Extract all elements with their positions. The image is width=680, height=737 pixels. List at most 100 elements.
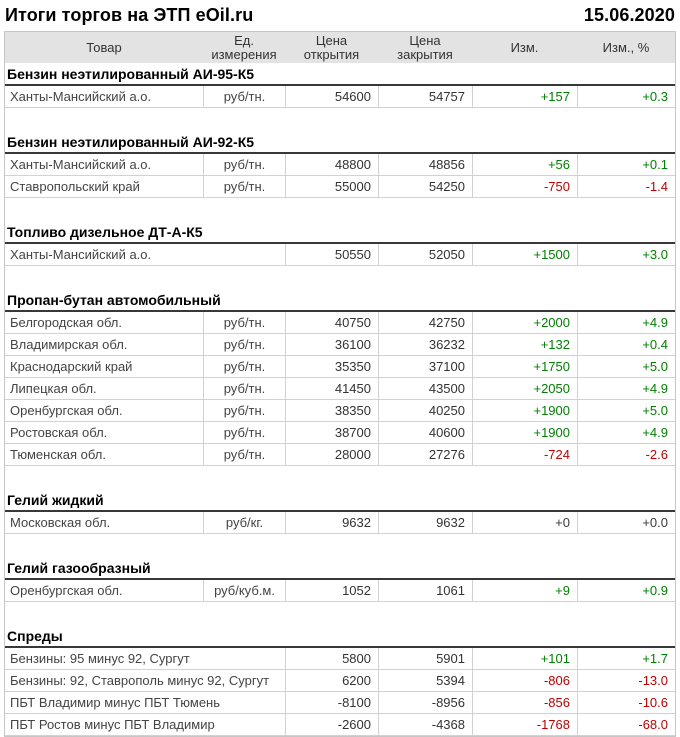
- close-price-cell: 1061: [378, 580, 472, 601]
- unit-cell: руб/тн.: [203, 312, 285, 333]
- change-pct-cell: +3.0: [577, 244, 675, 265]
- unit-cell: руб/тн.: [203, 378, 285, 399]
- section-gap: [5, 108, 675, 131]
- close-price-cell: 54250: [378, 176, 472, 197]
- product-cell: Бензины: 92, Ставрополь минус 92, Сургут: [10, 673, 270, 688]
- page-title: Итоги торгов на ЭТП eOil.ru: [5, 5, 254, 25]
- change-pct-cell: +5.0: [577, 356, 675, 377]
- col-header-change-pct: Изм., %: [602, 39, 650, 55]
- open-price-cell: 36100: [285, 334, 378, 355]
- unit-cell: руб/тн.: [203, 444, 285, 465]
- open-price-cell: 50550: [285, 244, 378, 265]
- change-cell: +157: [472, 86, 577, 107]
- section-title: Бензин неэтилированный АИ-92-К5: [5, 131, 675, 154]
- table-row: Бензины: 92, Ставрополь минус 92, Сургут…: [5, 670, 675, 692]
- close-price-cell: 36232: [378, 334, 472, 355]
- section-gap: [5, 266, 675, 289]
- open-price-cell: 55000: [285, 176, 378, 197]
- table-row: Бензины: 95 минус 92, Сургут 5800 5901 +…: [5, 648, 675, 670]
- product-cell: Ханты-Мансийский а.о.: [10, 247, 152, 262]
- change-cell: -806: [472, 670, 577, 691]
- table-row: ПБТ Владимир минус ПБТ Тюмень -8100 -895…: [5, 692, 675, 714]
- close-price-cell: 54757: [378, 86, 472, 107]
- change-pct-cell: +0.0: [577, 512, 675, 533]
- change-cell: +1900: [472, 400, 577, 421]
- change-pct-cell: -10.6: [577, 692, 675, 713]
- col-header-close-price: Цена закрытия: [397, 32, 453, 62]
- table-row: Ханты-Мансийский а.о. руб/тн. 48800 4885…: [5, 154, 675, 176]
- table-row: Липецкая обл. руб/тн. 41450 43500 +2050 …: [5, 378, 675, 400]
- section-title: Гелий газообразный: [5, 557, 675, 580]
- close-price-cell: 9632: [378, 512, 472, 533]
- product-cell: Тюменская обл.: [10, 447, 106, 462]
- product-cell: Ставропольский край: [10, 179, 140, 194]
- product-cell: Ханты-Мансийский а.о.: [10, 89, 152, 104]
- unit-cell: руб/тн.: [203, 86, 285, 107]
- change-pct-cell: +4.9: [577, 422, 675, 443]
- open-price-cell: 38350: [285, 400, 378, 421]
- open-price-cell: 40750: [285, 312, 378, 333]
- col-header-change: Изм.: [510, 39, 539, 55]
- change-cell: +1750: [472, 356, 577, 377]
- open-price-cell: 28000: [285, 444, 378, 465]
- table-row: Оренбургская обл. руб/куб.м. 1052 1061 +…: [5, 580, 675, 602]
- close-price-cell: 42750: [378, 312, 472, 333]
- col-header-unit: Ед. измерения: [211, 32, 277, 62]
- section-gap: [5, 198, 675, 221]
- table-row: Ханты-Мансийский а.о. руб/тн. 54600 5475…: [5, 86, 675, 108]
- change-pct-cell: +0.1: [577, 154, 675, 175]
- section-title: Пропан-бутан автомобильный: [5, 289, 675, 312]
- open-price-cell: 38700: [285, 422, 378, 443]
- change-pct-cell: +0.3: [577, 86, 675, 107]
- close-price-cell: 40600: [378, 422, 472, 443]
- unit-cell: руб/кг.: [203, 512, 285, 533]
- section-gap: [5, 602, 675, 625]
- change-cell: +132: [472, 334, 577, 355]
- open-price-cell: 9632: [285, 512, 378, 533]
- change-cell: -856: [472, 692, 577, 713]
- product-cell: Белгородская обл.: [10, 315, 123, 330]
- open-price-cell: 6200: [285, 670, 378, 691]
- section-gap: [5, 466, 675, 489]
- change-cell: +56: [472, 154, 577, 175]
- table-row: ПБТ Ростов минус ПБТ Владимир -2600 -436…: [5, 714, 675, 736]
- close-price-cell: 43500: [378, 378, 472, 399]
- report-date: 15.06.2020: [583, 5, 675, 25]
- close-price-cell: 48856: [378, 154, 472, 175]
- change-pct-cell: -13.0: [577, 670, 675, 691]
- change-cell: -1768: [472, 714, 577, 735]
- close-price-cell: 40250: [378, 400, 472, 421]
- product-cell: Бензины: 95 минус 92, Сургут: [10, 651, 190, 666]
- unit-cell: руб/тн.: [203, 400, 285, 421]
- change-cell: -724: [472, 444, 577, 465]
- unit-cell: руб/тн.: [203, 356, 285, 377]
- open-price-cell: 5800: [285, 648, 378, 669]
- open-price-cell: 35350: [285, 356, 378, 377]
- open-price-cell: 48800: [285, 154, 378, 175]
- section-gap: [5, 534, 675, 557]
- product-cell: ПБТ Ростов минус ПБТ Владимир: [10, 717, 215, 732]
- change-pct-cell: +4.9: [577, 378, 675, 399]
- product-cell: Липецкая обл.: [10, 381, 97, 396]
- change-pct-cell: +1.7: [577, 648, 675, 669]
- section-title: Бензин неэтилированный АИ-95-К5: [5, 63, 675, 86]
- product-cell: Владимирская обл.: [10, 337, 128, 352]
- table-header-row: Товар Ед. измерения Цена открытия Цена з…: [5, 32, 675, 63]
- unit-cell: руб/тн.: [203, 422, 285, 443]
- change-cell: +2000: [472, 312, 577, 333]
- change-pct-cell: +0.9: [577, 580, 675, 601]
- unit-cell: руб/тн.: [203, 334, 285, 355]
- open-price-cell: 54600: [285, 86, 378, 107]
- table-row: Оренбургская обл. руб/тн. 38350 40250 +1…: [5, 400, 675, 422]
- close-price-cell: -8956: [378, 692, 472, 713]
- change-pct-cell: +4.9: [577, 312, 675, 333]
- close-price-cell: 27276: [378, 444, 472, 465]
- change-pct-cell: +5.0: [577, 400, 675, 421]
- table-row: Тюменская обл. руб/тн. 28000 27276 -724 …: [5, 444, 675, 466]
- table-row: Ханты-Мансийский а.о. 50550 52050 +1500 …: [5, 244, 675, 266]
- change-cell: +1900: [472, 422, 577, 443]
- open-price-cell: -8100: [285, 692, 378, 713]
- change-cell: +9: [472, 580, 577, 601]
- close-price-cell: 37100: [378, 356, 472, 377]
- close-price-cell: 5394: [378, 670, 472, 691]
